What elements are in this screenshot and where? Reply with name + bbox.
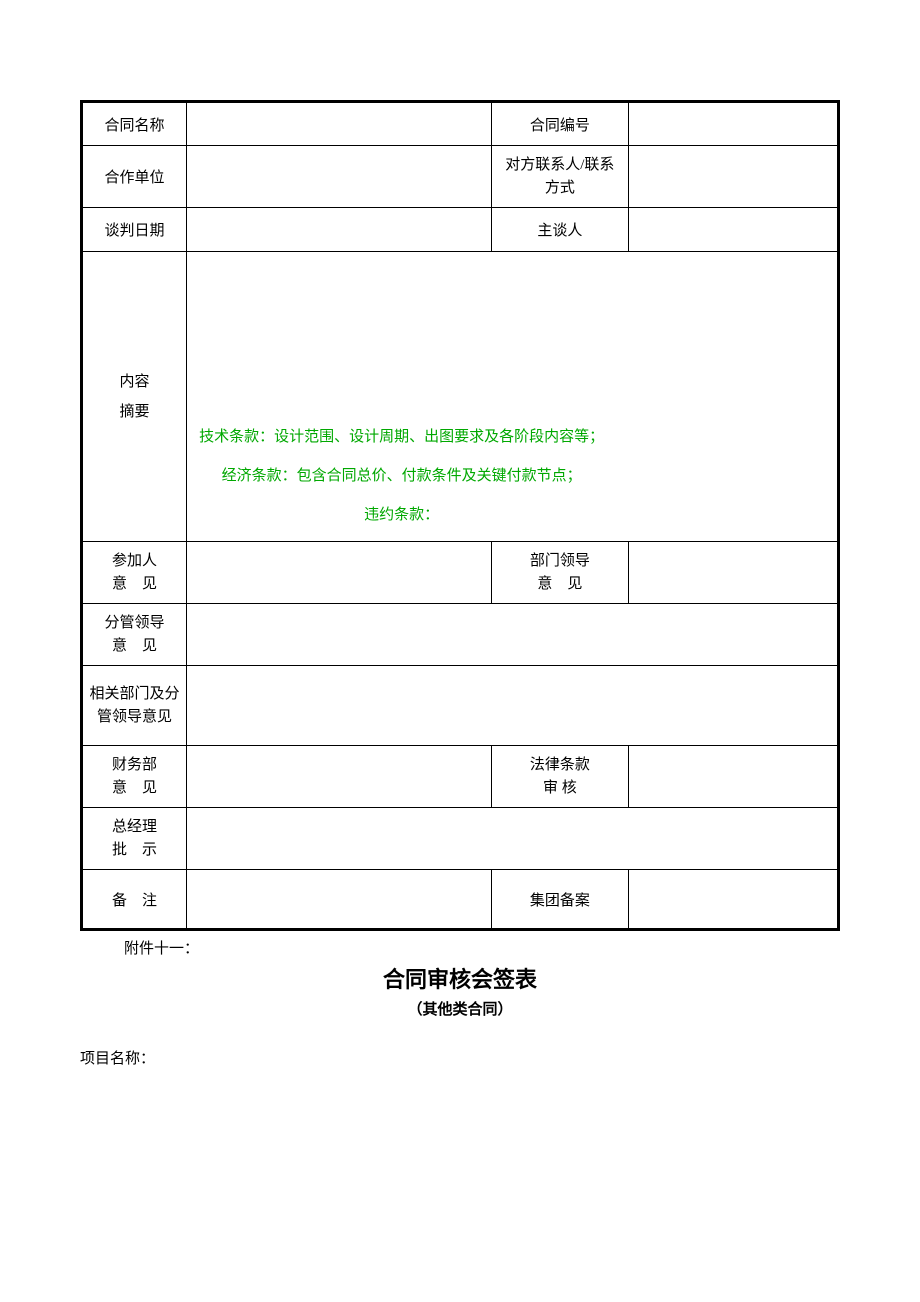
row-contract-name: 合同名称 合同编号 [82, 102, 839, 146]
form-title: 合同审核会签表 [80, 962, 840, 994]
branch-leader-opinion-label: 分管领导 意 见 [82, 604, 187, 666]
summary-line3: 违约条款： [199, 496, 604, 535]
summary-green-text: 技术条款：设计范围、设计周期、出图要求及各阶段内容等； 经济条款：包含合同总价、… [199, 418, 604, 535]
partner-unit-label: 合作单位 [82, 146, 187, 208]
legal-review-label: 法律条款 审 核 [492, 746, 629, 808]
related-dept-opinion-value [187, 666, 839, 746]
row-participant-opinion: 参加人 意 见 部门领导 意 见 [82, 542, 839, 604]
contact-value [628, 146, 838, 208]
participant-opinion-label: 参加人 意 见 [82, 542, 187, 604]
row-partner-unit: 合作单位 对方联系人/联系方式 [82, 146, 839, 208]
dept-leader-opinion-label: 部门领导 意 见 [492, 542, 629, 604]
project-name-label: 项目名称： [80, 1047, 840, 1068]
related-dept-opinion-label: 相关部门及分管领导意见 [82, 666, 187, 746]
negotiation-date-value [187, 208, 492, 252]
summary-label-line1: 内容 [89, 367, 180, 397]
row-remarks: 备 注 集团备案 [82, 870, 839, 930]
row-branch-leader-opinion: 分管领导 意 见 [82, 604, 839, 666]
finance-opinion-label: 财务部 意 见 [82, 746, 187, 808]
legal-review-value [628, 746, 838, 808]
group-filing-label: 集团备案 [492, 870, 629, 930]
row-related-dept-opinion: 相关部门及分管领导意见 [82, 666, 839, 746]
finance-opinion-value [187, 746, 492, 808]
negotiation-date-label: 谈判日期 [82, 208, 187, 252]
partner-unit-value [187, 146, 492, 208]
remarks-label: 备 注 [82, 870, 187, 930]
contract-number-value [628, 102, 838, 146]
contract-number-label: 合同编号 [492, 102, 629, 146]
contract-name-label: 合同名称 [82, 102, 187, 146]
gm-approval-value [187, 808, 839, 870]
attachment-label: 附件十一： [124, 937, 840, 958]
row-negotiation-date: 谈判日期 主谈人 [82, 208, 839, 252]
form-subtitle: （其他类合同） [80, 998, 840, 1019]
contact-label: 对方联系人/联系方式 [492, 146, 629, 208]
group-filing-value [628, 870, 838, 930]
gm-approval-label: 总经理 批 示 [82, 808, 187, 870]
row-finance-opinion: 财务部 意 见 法律条款 审 核 [82, 746, 839, 808]
branch-leader-opinion-value [187, 604, 839, 666]
summary-content-cell: 技术条款：设计范围、设计周期、出图要求及各阶段内容等； 经济条款：包含合同总价、… [187, 252, 839, 542]
chief-negotiator-label: 主谈人 [492, 208, 629, 252]
summary-label: 内容 摘要 [82, 252, 187, 542]
row-content-summary: 内容 摘要 技术条款：设计范围、设计周期、出图要求及各阶段内容等； 经济条款：包… [82, 252, 839, 542]
dept-leader-opinion-value [628, 542, 838, 604]
participant-opinion-value [187, 542, 492, 604]
chief-negotiator-value [628, 208, 838, 252]
summary-line1: 技术条款：设计范围、设计周期、出图要求及各阶段内容等； [199, 418, 604, 457]
contract-review-table: 合同名称 合同编号 合作单位 对方联系人/联系方式 谈判日期 主谈人 内容 摘要… [80, 100, 840, 931]
contract-name-value [187, 102, 492, 146]
summary-label-line2: 摘要 [89, 397, 180, 427]
row-gm-approval: 总经理 批 示 [82, 808, 839, 870]
summary-line2: 经济条款：包含合同总价、付款条件及关键付款节点； [199, 457, 604, 496]
remarks-value [187, 870, 492, 930]
